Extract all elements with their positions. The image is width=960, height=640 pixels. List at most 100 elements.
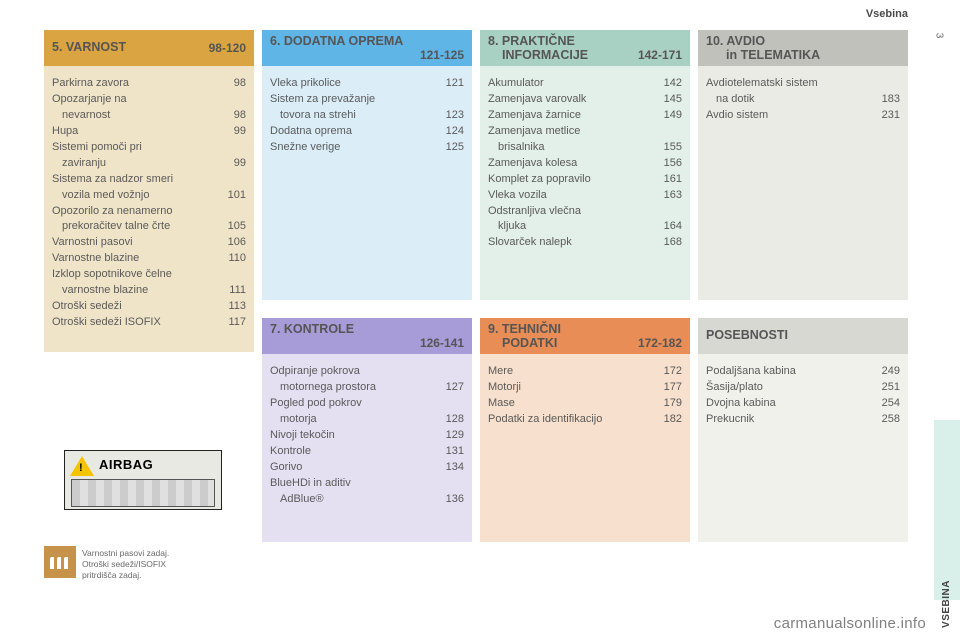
section-title-line2: in TELEMATIKA	[706, 48, 820, 62]
toc-row: Otroški sedeži ISOFIX117	[52, 315, 246, 331]
toc-page: 99	[218, 124, 246, 140]
toc-label: Avdio sistem	[706, 108, 872, 124]
toc-page	[218, 204, 246, 220]
toc-row: Zamenjava metlice	[488, 124, 682, 140]
toc-label: Vleka vozila	[488, 188, 654, 204]
toc-label: Slovarček nalepk	[488, 235, 654, 251]
toc-row: tovora na strehi123	[270, 108, 464, 124]
airbag-label: AIRBAG	[99, 457, 153, 472]
toc-label: Prekucnik	[706, 412, 872, 428]
card-body: Avdiotelematski sistemna dotik183Avdio s…	[698, 66, 908, 300]
toc-label: kljuka	[488, 219, 654, 235]
toc-label: Opozarjanje na	[52, 92, 218, 108]
toc-label: Sistem za prevažanje	[270, 92, 436, 108]
toc-label: Avdiotelematski sistem	[706, 76, 872, 92]
note-line: Varnostni pasovi zadaj.	[82, 548, 169, 559]
toc-row: Nivoji tekočin129	[270, 428, 464, 444]
toc-page: 128	[436, 412, 464, 428]
toc-page: 136	[436, 492, 464, 508]
toc-page: 172	[654, 364, 682, 380]
card-header: 10. AVDIO in TELEMATIKA	[698, 30, 908, 66]
toc-page: 111	[218, 283, 246, 299]
toc-label: Komplet za popravilo	[488, 172, 654, 188]
airbag-warning-panel: ! AIRBAG	[64, 450, 222, 510]
section-title: 6. DODATNA OPREMA	[270, 34, 403, 48]
card-header: 7. KONTROLE 126-141	[262, 318, 472, 354]
toc-page: 182	[654, 412, 682, 428]
toc-page	[436, 396, 464, 412]
toc-label: brisalnika	[488, 140, 654, 156]
toc-row: BlueHDi in aditiv	[270, 476, 464, 492]
toc-label: na dotik	[706, 92, 872, 108]
toc-row: vozila med vožnjo101	[52, 188, 246, 204]
toc-page: 155	[654, 140, 682, 156]
toc-label: Zamenjava varovalk	[488, 92, 654, 108]
toc-page	[872, 76, 900, 92]
toc-page: 258	[872, 412, 900, 428]
toc-page: 113	[218, 299, 246, 315]
note-text: Varnostni pasovi zadaj. Otroški sedeži/I…	[76, 546, 169, 581]
toc-row: Sistem za prevažanje	[270, 92, 464, 108]
toc-label: Dvojna kabina	[706, 396, 872, 412]
toc-row: Prekucnik258	[706, 412, 900, 428]
toc-page: 98	[218, 108, 246, 124]
toc-page	[436, 476, 464, 492]
section-title: POSEBNOSTI	[706, 328, 788, 342]
card-varnost: 5. VARNOST 98-120 Parkirna zavora98Opoza…	[44, 30, 254, 352]
toc-page: 106	[218, 235, 246, 251]
airbag-graphic	[71, 479, 215, 507]
toc-label: Otroški sedeži ISOFIX	[52, 315, 218, 331]
toc-label: Akumulator	[488, 76, 654, 92]
toc-row: Zamenjava varovalk145	[488, 92, 682, 108]
toc-label: tovora na strehi	[270, 108, 436, 124]
toc-page: 251	[872, 380, 900, 396]
side-tab-bg	[934, 420, 960, 600]
page-number: 3	[934, 33, 945, 39]
toc-page: 117	[218, 315, 246, 331]
toc-page	[654, 124, 682, 140]
page-range: 172-182	[638, 337, 682, 351]
section-title-line1: 10. AVDIO	[706, 34, 765, 48]
footer-link: carmanualsonline.info	[774, 615, 926, 632]
toc-row: Vleka vozila163	[488, 188, 682, 204]
card-avdio: 10. AVDIO in TELEMATIKA Avdiotelematski …	[698, 30, 908, 300]
page-header: Vsebina	[866, 8, 908, 20]
toc-label: Parkirna zavora	[52, 76, 218, 92]
card-body: Odpiranje pokrovamotornega prostora127Po…	[262, 354, 472, 542]
note-box: Varnostni pasovi zadaj. Otroški sedeži/I…	[44, 546, 254, 581]
toc-row: Podatki za identifikacijo182	[488, 412, 682, 428]
toc-page	[218, 267, 246, 283]
toc-label: Varnostni pasovi	[52, 235, 218, 251]
card-header: 5. VARNOST 98-120	[44, 30, 254, 66]
toc-page: 98	[218, 76, 246, 92]
toc-page: 163	[654, 188, 682, 204]
card-body: Parkirna zavora98Opozarjanje nanevarnost…	[44, 66, 254, 352]
toc-label: Hupa	[52, 124, 218, 140]
toc-row: Parkirna zavora98	[52, 76, 246, 92]
card-kontrole: 7. KONTROLE 126-141 Odpiranje pokrovamot…	[262, 318, 472, 542]
toc-label: Otroški sedeži	[52, 299, 218, 315]
toc-page: 164	[654, 219, 682, 235]
toc-row: Avdio sistem231	[706, 108, 900, 124]
toc-row: Varnostni pasovi106	[52, 235, 246, 251]
toc-row: Slovarček nalepk168	[488, 235, 682, 251]
toc-row: Mase179	[488, 396, 682, 412]
toc-label: Nivoji tekočin	[270, 428, 436, 444]
toc-row: Dodatna oprema124	[270, 124, 464, 140]
page-range: 126-141	[420, 337, 464, 351]
toc-page: 249	[872, 364, 900, 380]
card-tehnicni: 9. TEHNIČNI PODATKI 172-182 Mere172Motor…	[480, 318, 690, 542]
toc-row: Odstranljiva vlečna	[488, 204, 682, 220]
toc-row: AdBlue®136	[270, 492, 464, 508]
toc-label: Gorivo	[270, 460, 436, 476]
toc-page	[218, 92, 246, 108]
side-tab-label: VSEBINA	[941, 580, 952, 628]
toc-page: 142	[654, 76, 682, 92]
toc-row: Sistema za nadzor smeri	[52, 172, 246, 188]
toc-label: Podaljšana kabina	[706, 364, 872, 380]
toc-label: Odpiranje pokrova	[270, 364, 436, 380]
toc-label: motorja	[270, 412, 436, 428]
card-header: 9. TEHNIČNI PODATKI 172-182	[480, 318, 690, 354]
toc-page: 125	[436, 140, 464, 156]
toc-label: Šasija/plato	[706, 380, 872, 396]
